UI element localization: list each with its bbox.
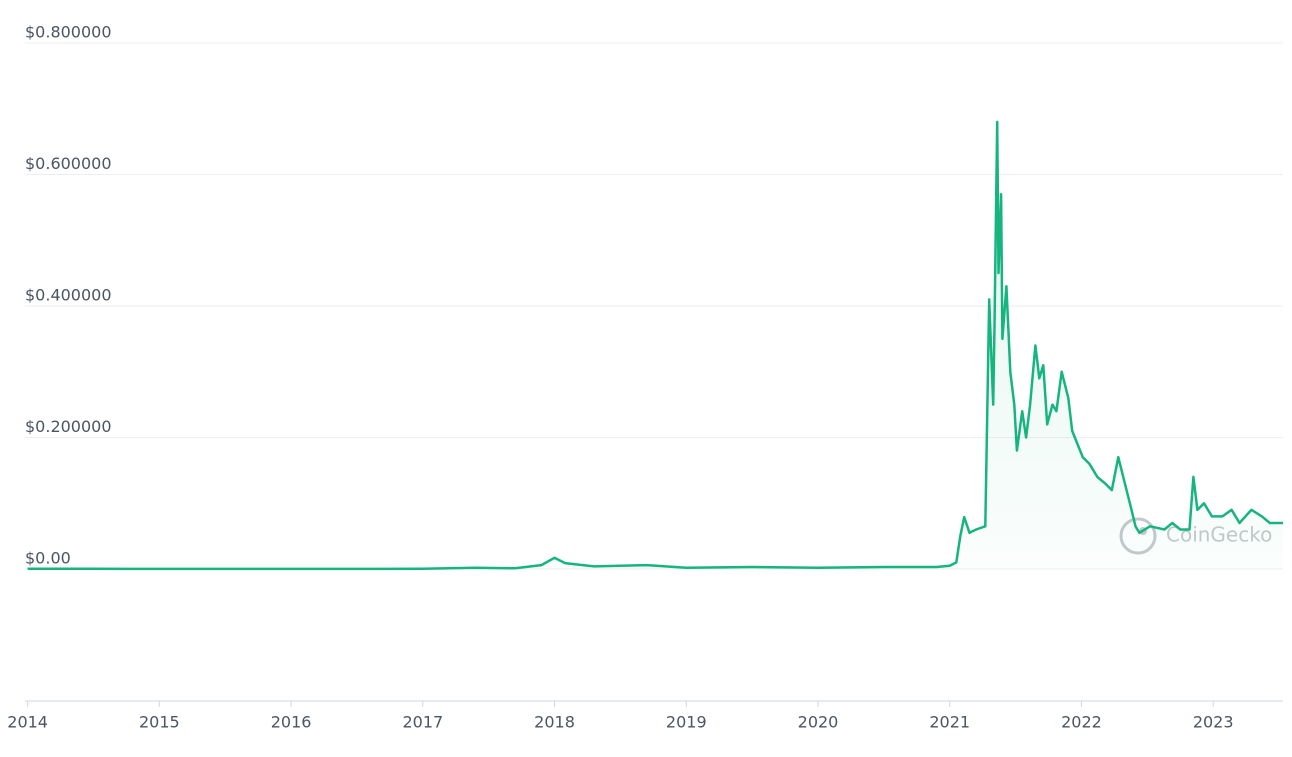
- x-tick-label: 2018: [534, 713, 575, 732]
- x-tick-label: 2020: [798, 713, 839, 732]
- y-tick-label: $0.800000: [25, 23, 112, 42]
- y-tick-label: $0.600000: [25, 154, 112, 173]
- y-tick-label: $0.200000: [25, 417, 112, 436]
- price-line: [27, 120, 1283, 571]
- x-tick-label: 2017: [402, 713, 443, 732]
- x-tick-label: 2023: [1193, 713, 1234, 732]
- x-tick-label: 2014: [7, 713, 48, 732]
- area: [27, 121, 1284, 570]
- x-tick-label: 2016: [271, 713, 312, 732]
- x-tick-label: 2022: [1061, 713, 1102, 732]
- x-tick-label: 2019: [666, 713, 707, 732]
- x-tick-label: 2021: [929, 713, 970, 732]
- x-tick-label: 2015: [139, 713, 180, 732]
- y-tick-label: $0.00: [25, 549, 71, 568]
- y-tick-label: $0.400000: [25, 286, 112, 305]
